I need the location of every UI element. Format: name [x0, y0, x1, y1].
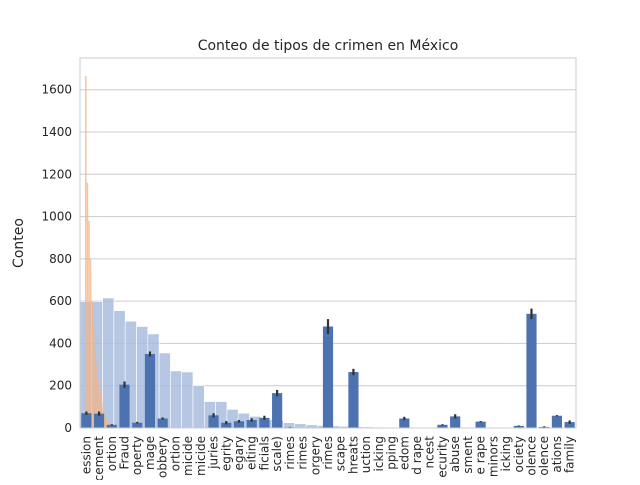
bar [348, 372, 358, 428]
background-bar [170, 371, 181, 428]
y-tick-label: 200 [49, 379, 72, 393]
histogram-bar [93, 329, 95, 428]
histogram-bar [88, 221, 90, 428]
bar [81, 413, 91, 428]
bar [552, 416, 562, 428]
bar [476, 422, 486, 428]
y-axis-label: Conteo [11, 218, 27, 268]
background-bar [193, 386, 204, 428]
chart-title: Conteo de tipos de crimen en México [198, 38, 459, 54]
histogram-bar [90, 259, 92, 428]
x-tick-label: family [563, 436, 577, 473]
y-tick-label: 1000 [41, 210, 72, 224]
bar [119, 385, 129, 428]
y-ticks: 0 200 400 600 800 1000 1200 1400 1600 [41, 83, 72, 435]
y-tick-label: 1400 [41, 125, 72, 139]
x-ticks: essioncementortionFraudopertymageobberyo… [79, 436, 576, 480]
bar [323, 327, 333, 428]
bar [526, 314, 536, 428]
histogram-bar [104, 414, 106, 428]
bar [272, 393, 282, 428]
y-tick-label: 800 [49, 252, 72, 266]
background-bar [103, 298, 114, 428]
bar [145, 354, 155, 428]
bar [158, 418, 168, 428]
y-tick-label: 1200 [41, 167, 72, 181]
y-tick-label: 0 [64, 421, 72, 435]
y-tick-label: 1600 [41, 83, 72, 97]
background-bar [295, 424, 306, 428]
y-tick-label: 400 [49, 336, 72, 350]
background-bar [182, 372, 193, 428]
y-tick-label: 600 [49, 294, 72, 308]
histogram-bar [91, 301, 93, 428]
bar [94, 414, 104, 428]
histogram-bar [87, 183, 89, 428]
background-bar [159, 353, 170, 428]
histogram-bar [85, 76, 87, 428]
